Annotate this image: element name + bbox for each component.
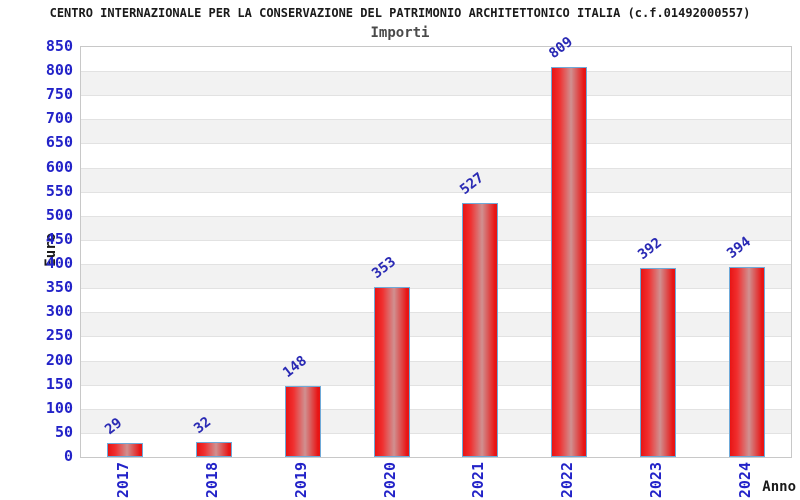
gridline	[81, 312, 791, 314]
gridline	[81, 239, 791, 241]
bar	[107, 443, 144, 457]
plot-band	[81, 215, 791, 240]
y-tick-label: 850	[45, 37, 73, 55]
x-tick-label: 2024	[735, 462, 754, 499]
plot-band	[81, 432, 791, 457]
x-tick-label: 2019	[291, 462, 310, 499]
y-tick-label: 100	[45, 398, 73, 417]
y-tick-label: 500	[45, 205, 73, 224]
y-tick-label: 400	[45, 254, 73, 273]
plot-band	[81, 408, 791, 433]
gridline	[81, 95, 791, 97]
plot-band	[81, 288, 791, 313]
y-tick-label: 350	[45, 278, 73, 297]
gridline	[81, 408, 791, 410]
y-tick-label: 800	[45, 61, 73, 80]
plot-band	[81, 95, 791, 120]
gridline	[81, 336, 791, 338]
gridline	[81, 215, 791, 217]
gridline	[81, 119, 791, 121]
gridline	[81, 167, 791, 169]
y-tick-label: 250	[45, 326, 73, 345]
x-tick-label: 2017	[114, 462, 133, 499]
y-tick-label: 650	[45, 133, 73, 152]
plot-band	[81, 167, 791, 192]
plot-band	[81, 119, 791, 144]
y-tick-label: 50	[54, 422, 73, 441]
y-tick-label: 0	[63, 447, 73, 465]
plot-band	[81, 264, 791, 289]
gridline	[81, 384, 791, 386]
y-tick-label: 700	[45, 109, 73, 128]
bar	[462, 202, 499, 457]
gridline	[81, 191, 791, 193]
x-tick-label: 2021	[469, 462, 488, 499]
gridline	[81, 432, 791, 434]
x-tick-label: 2023	[646, 462, 665, 499]
plot-area: 29 32 148 353 527 809 392 394	[80, 34, 792, 458]
x-tick-label: 2018	[203, 462, 222, 499]
y-tick-label: 550	[45, 181, 73, 200]
y-tick-label: 450	[45, 229, 73, 248]
plot-band	[81, 312, 791, 337]
gridline	[81, 143, 791, 145]
chart-title: CENTRO INTERNAZIONALE PER LA CONSERVAZIO…	[49, 6, 751, 20]
plot-band	[81, 384, 791, 409]
plot-band	[81, 239, 791, 265]
gridline	[81, 71, 791, 73]
y-tick-label: 750	[45, 85, 73, 104]
x-axis-title: Anno	[762, 479, 796, 495]
bar	[551, 66, 588, 457]
gridline	[81, 264, 791, 266]
bar	[728, 266, 765, 457]
x-tick-label: 2020	[380, 462, 399, 499]
plot-band	[81, 360, 791, 385]
y-tick-label: 300	[45, 302, 73, 321]
y-tick-label: 600	[45, 157, 73, 176]
x-tick-label: 2022	[558, 462, 577, 499]
gridline	[81, 288, 791, 290]
gridline	[81, 360, 791, 362]
y-tick-label: 200	[45, 350, 73, 369]
plot-band	[81, 336, 791, 361]
plot-band	[81, 47, 791, 72]
bar	[284, 385, 321, 457]
plot-band	[81, 143, 791, 168]
plot-band	[81, 191, 791, 216]
bar	[196, 441, 233, 457]
bar	[639, 267, 676, 457]
plot-band	[81, 71, 791, 96]
chart-subtitle: Importi	[370, 25, 430, 41]
y-tick-label: 150	[45, 374, 73, 393]
bar	[373, 286, 410, 457]
